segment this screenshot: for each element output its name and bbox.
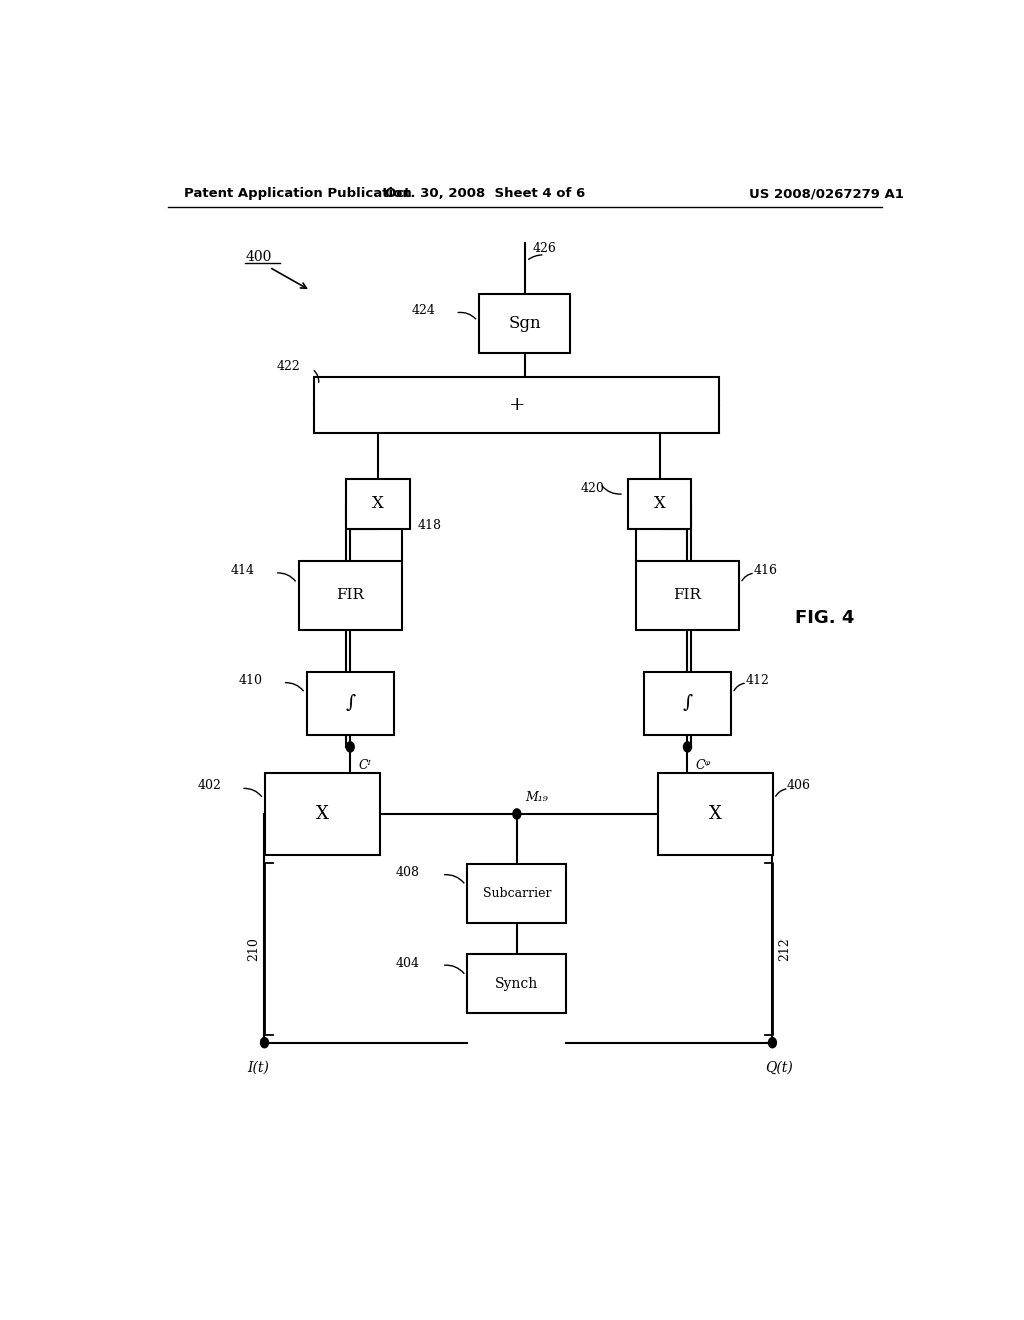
Text: Sgn: Sgn [509, 314, 541, 331]
Text: 426: 426 [532, 242, 557, 255]
Text: Subcarrier: Subcarrier [482, 887, 551, 900]
Text: X: X [653, 495, 666, 512]
FancyBboxPatch shape [628, 479, 691, 529]
Text: FIR: FIR [674, 589, 701, 602]
Text: 420: 420 [581, 482, 604, 495]
Text: ∫: ∫ [682, 694, 692, 713]
Text: 210: 210 [247, 937, 260, 961]
Text: 402: 402 [198, 779, 221, 792]
Circle shape [346, 742, 354, 752]
FancyBboxPatch shape [265, 774, 380, 854]
FancyBboxPatch shape [467, 863, 566, 923]
Text: +: + [509, 396, 525, 414]
Text: 212: 212 [778, 937, 792, 961]
FancyBboxPatch shape [314, 378, 719, 433]
Text: Patent Application Publication: Patent Application Publication [183, 187, 412, 201]
Text: 418: 418 [418, 519, 441, 532]
Text: X: X [372, 495, 384, 512]
Circle shape [260, 1038, 268, 1048]
FancyBboxPatch shape [479, 293, 570, 352]
Text: 412: 412 [745, 675, 769, 688]
Circle shape [768, 1038, 776, 1048]
Text: ∫: ∫ [345, 694, 355, 713]
Text: Cᴵ: Cᴵ [358, 759, 371, 772]
FancyBboxPatch shape [306, 672, 394, 735]
Text: US 2008/0267279 A1: US 2008/0267279 A1 [749, 187, 904, 201]
Text: Q(t): Q(t) [765, 1061, 793, 1074]
FancyBboxPatch shape [467, 954, 566, 1014]
FancyBboxPatch shape [636, 561, 739, 630]
Text: M₁₉: M₁₉ [524, 791, 548, 804]
Text: Cᵠ: Cᵠ [695, 759, 711, 772]
FancyBboxPatch shape [644, 672, 731, 735]
Text: 406: 406 [787, 779, 811, 792]
Text: FIG. 4: FIG. 4 [795, 609, 854, 627]
Text: 408: 408 [395, 866, 420, 879]
FancyBboxPatch shape [346, 479, 410, 529]
Text: X: X [316, 805, 329, 822]
Text: 416: 416 [754, 564, 777, 577]
Text: 414: 414 [231, 564, 255, 577]
Text: 410: 410 [239, 675, 263, 688]
Text: X: X [709, 805, 722, 822]
Text: 424: 424 [412, 305, 435, 317]
Text: Synch: Synch [496, 977, 539, 991]
Text: FIR: FIR [336, 589, 365, 602]
Text: Oct. 30, 2008  Sheet 4 of 6: Oct. 30, 2008 Sheet 4 of 6 [385, 187, 586, 201]
FancyBboxPatch shape [657, 774, 773, 854]
FancyBboxPatch shape [299, 561, 401, 630]
Text: 422: 422 [276, 360, 300, 374]
Circle shape [684, 742, 691, 752]
Text: I(t): I(t) [247, 1061, 269, 1074]
Circle shape [513, 809, 521, 818]
Text: 404: 404 [395, 957, 420, 970]
Text: 400: 400 [246, 249, 271, 264]
